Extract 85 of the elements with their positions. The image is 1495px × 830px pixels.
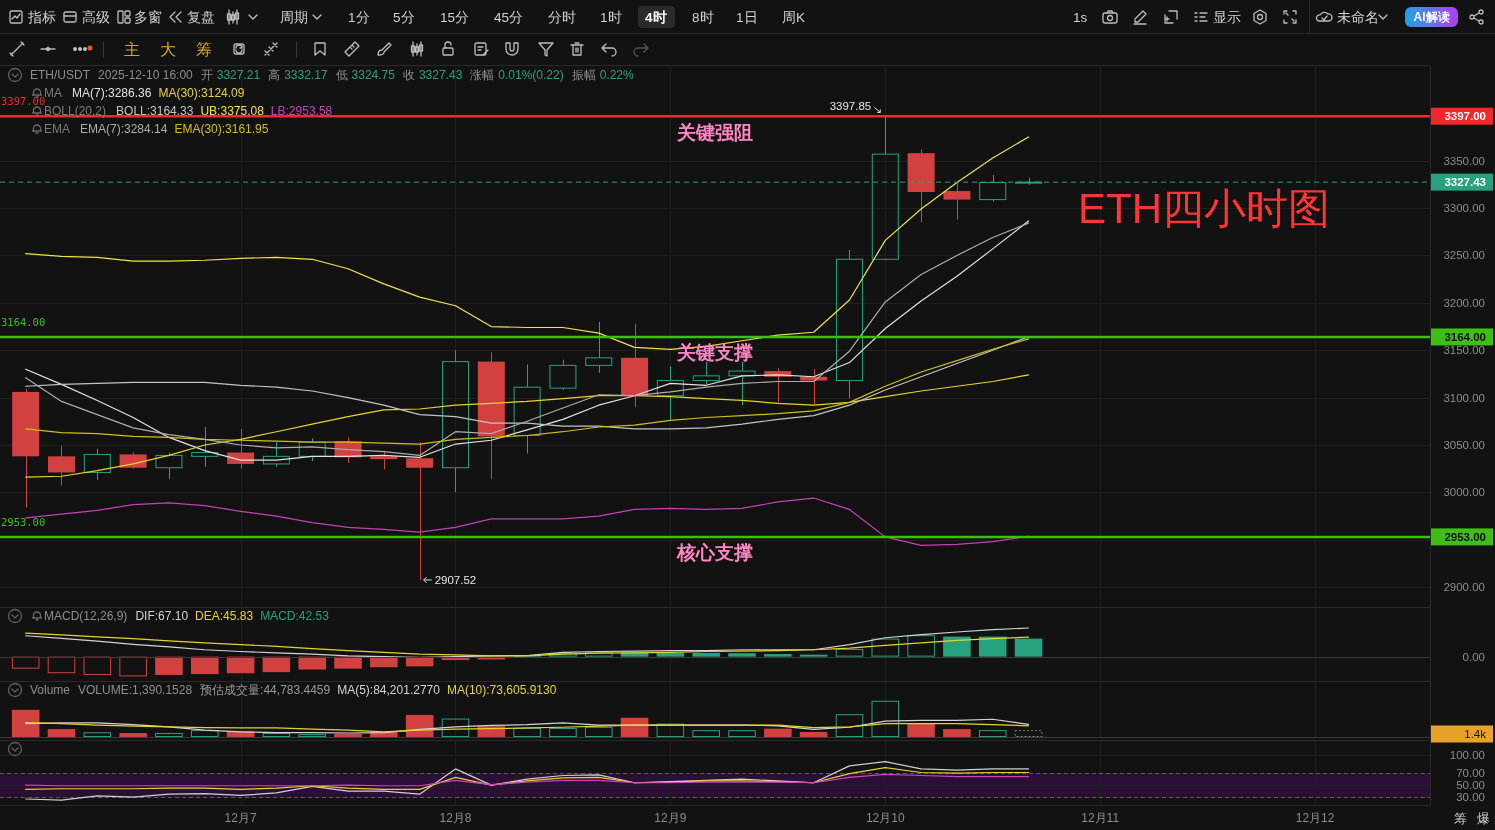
- annotation: 2907.52: [434, 573, 477, 586]
- chart-title: MACD(12,26,9): [44, 609, 128, 623]
- annotation: 核心支撑: [676, 542, 754, 564]
- ref-line-label: 3327.43: [1444, 176, 1486, 189]
- y-tick-label: 30.00: [1456, 791, 1485, 804]
- text: VOLUME:1,390.1528: [78, 683, 193, 697]
- y-tick-label: 3200.00: [1443, 296, 1485, 309]
- annotation: ETH四小时图: [1078, 184, 1330, 232]
- text: MA(30):3124.09: [158, 86, 245, 100]
- ref-line-label: 3164.00: [1, 315, 46, 328]
- text: 1时: [600, 9, 622, 25]
- x-tick-label: 12月7: [224, 811, 257, 825]
- text: 多窗: [134, 9, 162, 25]
- ref-line-label: 2953.00: [1, 515, 46, 528]
- annotation: 涨幅 0.01%(0.22): [470, 68, 564, 82]
- annotation: 振幅 0.22%: [571, 68, 635, 82]
- text: MA(5):84,201.2770: [337, 683, 441, 697]
- annotation: 关键支撑: [676, 342, 754, 364]
- text: 8时: [692, 9, 714, 25]
- text: 复盘: [187, 9, 215, 25]
- y-tick-label: 3250.00: [1443, 249, 1485, 262]
- text: MACD:42.53: [260, 609, 330, 623]
- y-tick-label: 3350.00: [1443, 154, 1485, 167]
- text: 高级: [82, 9, 110, 25]
- chart-title: ETH/USDT: [30, 68, 91, 82]
- y-tick-label: 3300.00: [1443, 202, 1485, 215]
- text: 周期: [280, 9, 308, 25]
- text: 筹: [1453, 810, 1467, 826]
- text: 1日: [736, 9, 758, 25]
- text: AI解读: [1413, 10, 1450, 24]
- text: 5分: [393, 9, 415, 25]
- x-tick-label: 12月12: [1295, 811, 1335, 825]
- text: 1.4k: [1464, 728, 1487, 740]
- text: EMA(7):3284.14: [80, 122, 168, 136]
- annotation: BOLL(20,2): [44, 104, 107, 118]
- text: 3397.00: [1444, 110, 1486, 123]
- annotation: EMA: [44, 122, 71, 136]
- text: 爆: [1476, 810, 1490, 826]
- annotation: 关键强阻: [676, 121, 754, 143]
- text: 0.00: [1462, 650, 1485, 663]
- x-tick-label: 12月10: [865, 811, 905, 825]
- text: 45分: [494, 9, 524, 25]
- x-tick-label: 12月11: [1081, 811, 1120, 825]
- text: 大: [160, 40, 176, 58]
- series-label: DEA:45.83: [195, 609, 254, 623]
- text: 主: [124, 40, 140, 58]
- text: 周K: [782, 9, 806, 25]
- x-tick-label: 12月8: [439, 811, 472, 825]
- ref-line-label: 3397.00: [1, 95, 46, 108]
- text: EMA(30):3161.95: [174, 122, 269, 136]
- text: 分时: [548, 9, 576, 25]
- text: 15分: [440, 9, 470, 25]
- annotation: 低 3324.75: [335, 68, 396, 82]
- text: 1分: [348, 9, 370, 25]
- annotation: 3397.85: [829, 100, 872, 113]
- chart-title: Volume: [30, 683, 71, 697]
- text: 1s: [1073, 9, 1088, 25]
- chart-subtitle: 2025-12-10 16:00: [98, 68, 194, 82]
- text: MA(10):73,605.9130: [446, 683, 557, 697]
- text: 筹: [196, 40, 212, 58]
- text: 指标: [27, 9, 56, 25]
- y-tick-label: 100.00: [1449, 749, 1485, 762]
- y-tick-label: 50.00: [1456, 779, 1485, 792]
- text: 未命名: [1337, 9, 1379, 25]
- text: MA(7):3286.36: [72, 86, 152, 100]
- text: UB:3375.08: [200, 104, 265, 118]
- y-tick-label: 3100.00: [1443, 391, 1485, 404]
- text: LB:2953.58: [270, 104, 333, 118]
- text: 2953.00: [1444, 530, 1486, 543]
- x-tick-label: 12月9: [654, 811, 687, 825]
- y-tick-label: 2900.00: [1443, 581, 1485, 594]
- y-tick-label: 3000.00: [1443, 486, 1485, 499]
- text: BOLL:3164.33: [116, 104, 194, 118]
- series-label: DIF:67.10: [135, 609, 189, 623]
- text: 4时: [645, 9, 667, 25]
- text: 显示: [1213, 9, 1241, 25]
- text: 预估成交量:44,783.4459: [200, 683, 331, 697]
- annotation: 高 3332.17: [268, 68, 328, 82]
- annotation: 收 3327.43: [402, 68, 463, 82]
- y-tick-label: 3150.00: [1443, 344, 1485, 357]
- annotation: MA: [44, 86, 62, 100]
- text: 3164.00: [1444, 330, 1486, 343]
- y-tick-label: 3050.00: [1443, 438, 1485, 451]
- annotation: 开 3327.21: [200, 68, 261, 82]
- y-tick-label: 70.00: [1456, 767, 1485, 780]
